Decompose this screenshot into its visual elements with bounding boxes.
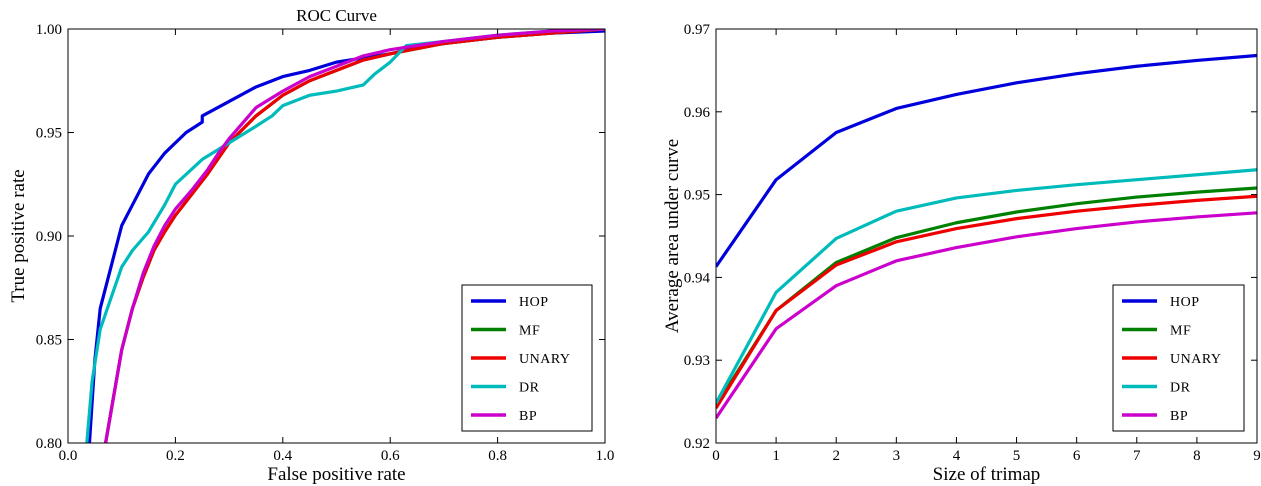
legend: HOP MF UNARY DR BP — [1112, 284, 1245, 432]
legend-label: HOP — [519, 295, 549, 310]
chart-panel-2: 0 1 2 3 4 5 6 7 8 9 0.92 0.93 0.94 0.95 0.96 0.97 Size o… — [662, 22, 1261, 485]
y-tick-label: 0.90 — [36, 229, 62, 245]
legend-label: UNARY — [519, 352, 571, 367]
x-tick-label: 0 — [712, 448, 720, 464]
legend-label: DR — [519, 381, 540, 396]
legend-label: BP — [519, 409, 537, 424]
y-tick-label: 0.95 — [684, 188, 710, 204]
x-tick-label: 0.6 — [381, 448, 400, 464]
series-line-dr — [716, 168, 1257, 405]
y-tick-label: 0.95 — [36, 126, 62, 142]
y-tick-label: 0.80 — [36, 436, 62, 452]
y-tick-label: 0.93 — [684, 353, 710, 369]
legend: HOP MF UNARY DR BP — [461, 284, 593, 432]
x-tick-label: 5 — [1013, 448, 1021, 464]
x-tick-label: 0.0 — [59, 448, 78, 464]
x-tick-label: 6 — [1073, 448, 1081, 464]
legend-label: MF — [1170, 324, 1191, 339]
x-tick-label: 8 — [1193, 448, 1201, 464]
series-line-unary — [716, 194, 1257, 410]
plot-frame — [715, 28, 1258, 444]
y-tick-label: 1.00 — [36, 22, 62, 38]
legend-label: BP — [1170, 409, 1188, 424]
legend-label: MF — [519, 324, 540, 339]
legend-label: DR — [1170, 381, 1191, 396]
legend-label: UNARY — [1170, 352, 1222, 367]
chart-panel-1: 0.0 0.2 0.4 0.6 0.8 1.0 0.80 0.85 0.90 0.95 1.00 Fa… — [8, 6, 614, 485]
x-axis-label: Size of trimap — [933, 464, 1041, 485]
x-tick-label: 1.0 — [596, 448, 615, 464]
x-tick-label: 3 — [893, 448, 901, 464]
y-tick-label: 0.96 — [684, 105, 711, 121]
x-tick-label: 1 — [772, 448, 780, 464]
x-tick-label: 0.4 — [273, 448, 292, 464]
x-tick-label: 7 — [1133, 448, 1141, 464]
y-tick-label: 0.92 — [684, 436, 710, 452]
y-axis-label: True positive rate — [8, 169, 29, 302]
x-tick-label: 4 — [953, 448, 961, 464]
x-tick-label: 9 — [1253, 448, 1261, 464]
x-tick-label: 0.2 — [166, 448, 185, 464]
y-tick-label: 0.97 — [684, 22, 711, 38]
y-tick-label: 0.85 — [36, 333, 62, 349]
series-line-hop — [716, 53, 1257, 268]
y-axis-label: Average area under curve — [662, 139, 683, 333]
series-line-bp — [104, 29, 605, 443]
x-tick-label: 2 — [832, 448, 840, 464]
legend-label: HOP — [1170, 295, 1200, 310]
y-tick-label: 0.94 — [684, 270, 711, 286]
chart-title: ROC Curve — [296, 6, 377, 25]
series-line-bp — [716, 211, 1257, 420]
x-tick-label: 0.8 — [488, 448, 507, 464]
x-axis-label: False positive rate — [267, 464, 405, 485]
